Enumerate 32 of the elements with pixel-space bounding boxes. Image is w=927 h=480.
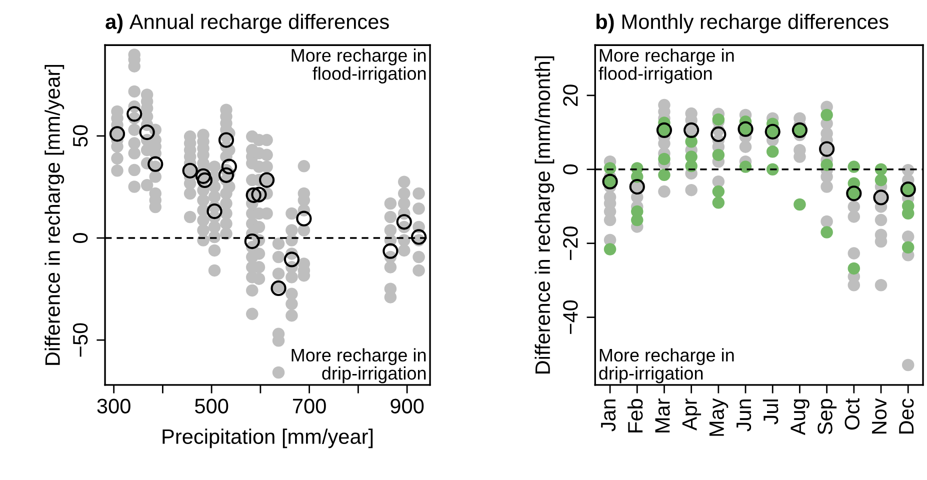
x-tick-label: Jul — [762, 400, 778, 424]
x-tick-label: Feb — [627, 399, 643, 432]
x-tick-label: 300 — [97, 398, 130, 414]
y-tick-label: 0 — [563, 164, 578, 174]
x-tick-label: Oct — [844, 398, 860, 430]
chart-title: a) Annual recharge differences — [106, 14, 389, 34]
chart-title: b) Monthly recharge differences — [596, 14, 888, 34]
y-tick-label: −20 — [563, 226, 578, 260]
annotation: More recharge in drip-irrigation — [292, 348, 426, 384]
x-tick-label: Apr — [682, 398, 702, 431]
y-axis-title: Difference in recharge [mm/month] — [534, 56, 554, 374]
annotation: More recharge in drip-irrigation — [599, 348, 734, 384]
x-tick-label: Sep — [818, 399, 837, 434]
x-tick-label: Aug — [790, 399, 810, 436]
y-tick-label: 20 — [563, 84, 578, 106]
annotation: More recharge in flood-irrigation — [292, 48, 426, 84]
x-tick-label: Jan — [601, 400, 616, 432]
x-tick-label: Nov — [872, 398, 887, 434]
y-tick-label: 50 — [72, 125, 88, 147]
x-tick-label: 700 — [293, 398, 326, 414]
x-tick-label: Jun — [736, 400, 752, 432]
y-tick-label: −40 — [563, 300, 578, 334]
y-axis-title: Difference in recharge [mm/year] — [44, 65, 64, 365]
x-axis-title: Precipitation [mm/year] — [162, 428, 373, 448]
x-tick-label: May — [709, 398, 728, 436]
x-tick-label: 900 — [390, 398, 424, 414]
x-tick-label: Dec — [899, 398, 914, 434]
y-tick-label: −50 — [72, 323, 88, 357]
y-tick-label: 0 — [72, 233, 88, 243]
annotation: More recharge in flood-irrigation — [598, 48, 734, 84]
x-tick-label: 500 — [195, 398, 228, 414]
x-tick-label: Mar — [655, 398, 670, 432]
